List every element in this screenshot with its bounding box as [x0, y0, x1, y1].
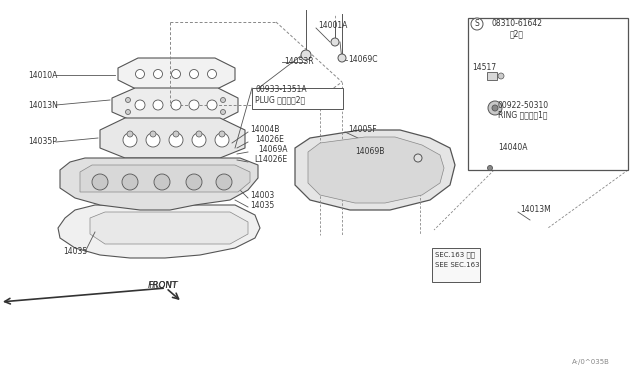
Circle shape: [172, 70, 180, 78]
Circle shape: [135, 100, 145, 110]
Text: FRONT: FRONT: [148, 280, 177, 289]
Text: 14035P: 14035P: [28, 138, 57, 147]
Circle shape: [154, 70, 163, 78]
Text: 08310-61642: 08310-61642: [492, 19, 543, 29]
Circle shape: [122, 174, 138, 190]
Polygon shape: [58, 205, 260, 258]
Bar: [487, 72, 497, 80]
Text: L14026E: L14026E: [254, 155, 287, 164]
Text: 00922-50310: 00922-50310: [498, 100, 549, 109]
Text: S: S: [475, 19, 479, 29]
Circle shape: [146, 133, 160, 147]
Circle shape: [414, 154, 422, 162]
Polygon shape: [60, 158, 258, 210]
Circle shape: [492, 105, 498, 111]
Text: 14005F: 14005F: [348, 125, 376, 135]
Text: A·/0^035B: A·/0^035B: [572, 359, 610, 365]
Text: 14010A: 14010A: [28, 71, 58, 80]
Text: 14013M: 14013M: [520, 205, 551, 215]
Circle shape: [171, 100, 181, 110]
Circle shape: [189, 100, 199, 110]
Circle shape: [216, 174, 232, 190]
Circle shape: [215, 133, 229, 147]
Text: 14035: 14035: [250, 201, 275, 209]
Circle shape: [471, 18, 483, 30]
Text: SEC.163 参照: SEC.163 参照: [435, 252, 475, 258]
Circle shape: [338, 54, 346, 62]
Circle shape: [125, 97, 131, 103]
Polygon shape: [112, 88, 238, 122]
Circle shape: [153, 100, 163, 110]
Polygon shape: [90, 212, 248, 244]
Text: 14069C: 14069C: [348, 55, 378, 64]
Circle shape: [189, 70, 198, 78]
Text: SEE SEC.163: SEE SEC.163: [435, 262, 479, 268]
Text: 14013N: 14013N: [28, 100, 58, 109]
FancyBboxPatch shape: [252, 87, 342, 109]
Bar: [432, 248, 480, 282]
Polygon shape: [308, 137, 444, 203]
Text: 14035: 14035: [63, 247, 87, 257]
Circle shape: [127, 131, 133, 137]
Circle shape: [173, 131, 179, 137]
Text: 14003: 14003: [250, 190, 275, 199]
Text: 14001A: 14001A: [318, 22, 348, 31]
Circle shape: [219, 131, 225, 137]
Circle shape: [301, 50, 311, 60]
Bar: [468, 18, 628, 170]
Circle shape: [331, 38, 339, 46]
Text: PLUG プラグ（2）: PLUG プラグ（2）: [255, 96, 305, 105]
Circle shape: [150, 131, 156, 137]
Circle shape: [488, 166, 493, 170]
Polygon shape: [80, 165, 250, 192]
Circle shape: [125, 109, 131, 115]
Text: 14026E: 14026E: [255, 135, 284, 144]
Text: （2）: （2）: [510, 29, 524, 38]
Circle shape: [207, 100, 217, 110]
Text: 14069A: 14069A: [258, 145, 287, 154]
Circle shape: [498, 73, 504, 79]
Circle shape: [488, 101, 502, 115]
Circle shape: [136, 70, 145, 78]
Circle shape: [221, 97, 225, 103]
Text: 14517: 14517: [472, 64, 496, 73]
Text: FRONT: FRONT: [148, 280, 179, 289]
Circle shape: [221, 109, 225, 115]
Circle shape: [92, 174, 108, 190]
Polygon shape: [118, 58, 235, 90]
Text: 14053R: 14053R: [284, 58, 314, 67]
Text: 14040A: 14040A: [498, 144, 527, 153]
Text: RING リング（1）: RING リング（1）: [498, 110, 547, 119]
Circle shape: [154, 174, 170, 190]
Circle shape: [196, 131, 202, 137]
Text: 00933-1351A: 00933-1351A: [255, 86, 307, 94]
Circle shape: [192, 133, 206, 147]
Polygon shape: [295, 130, 455, 210]
Circle shape: [207, 70, 216, 78]
Circle shape: [123, 133, 137, 147]
Polygon shape: [100, 118, 245, 158]
Text: 14069B: 14069B: [355, 148, 385, 157]
Circle shape: [169, 133, 183, 147]
Text: 14004B: 14004B: [250, 125, 280, 135]
Circle shape: [186, 174, 202, 190]
